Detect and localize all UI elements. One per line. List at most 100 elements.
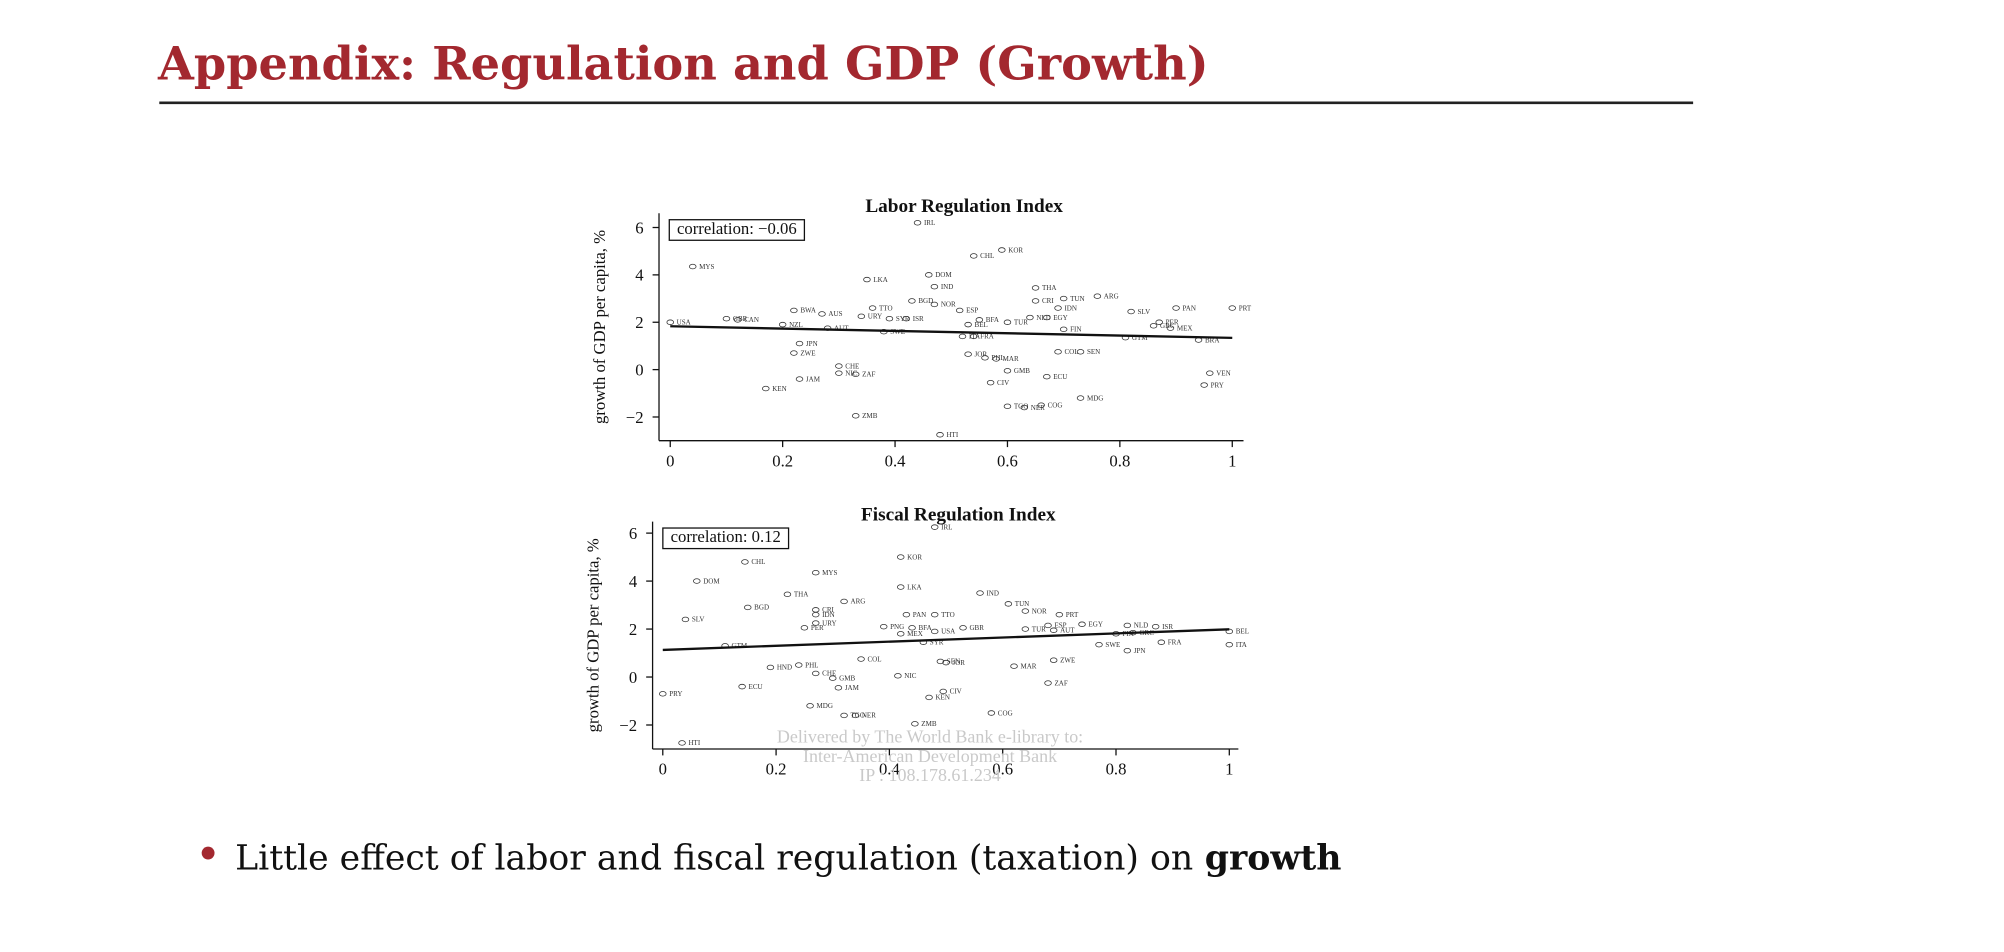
point-label: ISR: [1162, 623, 1173, 631]
point: [1228, 305, 1236, 311]
point: [795, 662, 803, 668]
point: [741, 559, 749, 565]
point-label: SWE: [1105, 641, 1120, 649]
point-label: NLD: [1134, 622, 1148, 630]
point: [834, 685, 843, 691]
point-label: ECU: [749, 683, 763, 691]
point: [930, 611, 939, 618]
watermark-line: IP : 108.178.61.234: [859, 765, 1001, 785]
point-label: ZMB: [921, 720, 937, 728]
point-label: PHL: [991, 354, 1004, 362]
point-label: CHE: [822, 670, 836, 678]
point-label: MYS: [822, 569, 837, 577]
point: [1225, 628, 1234, 635]
bullet-plain: Little effect of labor and fiscal regula…: [235, 839, 1193, 879]
point: [976, 590, 984, 596]
correlation-box: [662, 527, 790, 550]
y-axis-label: growth of GDP per capita, %: [584, 538, 603, 732]
point-label: JAM: [806, 375, 821, 383]
point: [681, 616, 690, 623]
point-label: JAM: [845, 684, 860, 692]
point-label: GBR: [733, 315, 748, 323]
point: [908, 625, 916, 631]
point-label: IRL: [941, 523, 952, 531]
point-label: MDG: [1087, 394, 1103, 402]
point-label: ARG: [850, 598, 865, 606]
y-tick-label: 2: [635, 313, 643, 332]
point: [835, 363, 843, 369]
point-label: NIC: [845, 369, 857, 377]
point: [783, 591, 792, 597]
bullet-emphasis: growth: [1205, 838, 1342, 879]
point: [998, 247, 1006, 253]
point: [1031, 298, 1040, 304]
point-label: EGY: [1088, 621, 1102, 629]
point-label: COG: [998, 709, 1013, 717]
point: [896, 631, 905, 637]
point-label: ZWE: [1060, 657, 1075, 665]
bullet-text: Little effect of labor and fiscal regula…: [235, 838, 1341, 879]
point: [795, 340, 804, 347]
point: [1076, 395, 1085, 401]
point: [800, 625, 809, 631]
point: [1059, 295, 1068, 302]
point: [857, 313, 866, 320]
point: [840, 598, 848, 605]
point: [795, 376, 804, 382]
correlation-box: [668, 219, 806, 241]
point: [812, 620, 820, 626]
point-label: NZL: [789, 321, 803, 329]
point-label: TUR: [1014, 319, 1028, 327]
point-label: MAR: [1020, 663, 1036, 671]
point: [911, 721, 919, 727]
point-label: PRT: [1239, 304, 1252, 312]
point: [1049, 627, 1058, 633]
point: [1151, 623, 1160, 630]
point-label: AUT: [1060, 627, 1075, 635]
point-label: IRL: [924, 219, 935, 227]
point: [930, 628, 939, 635]
x-tick-label: 0.2: [766, 760, 787, 779]
point: [812, 569, 820, 576]
y-tick-label: 4: [635, 266, 644, 285]
point: [1020, 404, 1029, 411]
point-label: TTO: [879, 304, 893, 312]
point: [896, 584, 905, 590]
point-label: CHL: [980, 252, 994, 260]
point-label: KEN: [935, 694, 949, 702]
point: [693, 578, 701, 584]
point: [958, 333, 967, 340]
y-tick-label: 6: [635, 218, 643, 237]
point-label: CAN: [744, 316, 759, 324]
point-label: KOR: [1008, 246, 1023, 254]
point-label: MDG: [817, 702, 833, 710]
point: [1095, 641, 1103, 648]
y-axis-label: growth of GDP per capita, %: [590, 230, 609, 424]
point-label: JOR: [952, 659, 965, 667]
y-tick-label: −2: [619, 716, 637, 735]
point: [913, 220, 922, 226]
x-tick-label: 0.6: [992, 760, 1013, 779]
x-tick-label: 1: [1225, 760, 1233, 779]
point-label: JPN: [1134, 647, 1146, 655]
slide-title: Appendix: Regulation and GDP (Growth): [157, 37, 1209, 91]
point-label: BEL: [975, 321, 988, 329]
point-label: USA: [677, 319, 692, 327]
point: [790, 307, 798, 314]
x-tick-label: 0.2: [772, 451, 793, 470]
point-label: NOR: [1032, 607, 1047, 615]
point-label: BGD: [918, 297, 933, 305]
x-tick-label: 1: [1228, 451, 1236, 470]
point: [863, 276, 871, 283]
point: [1059, 326, 1068, 333]
point-label: MEX: [907, 630, 923, 638]
chart-title: Labor Regulation Index: [865, 196, 1063, 217]
point-label: PER: [811, 624, 824, 632]
point: [1004, 601, 1013, 607]
point-label: TUN: [1015, 600, 1029, 608]
point-label: ECU: [1053, 373, 1067, 381]
point-label: JOR: [975, 350, 988, 358]
point: [964, 321, 972, 328]
point: [930, 524, 939, 530]
point-label: LKA: [873, 276, 888, 284]
